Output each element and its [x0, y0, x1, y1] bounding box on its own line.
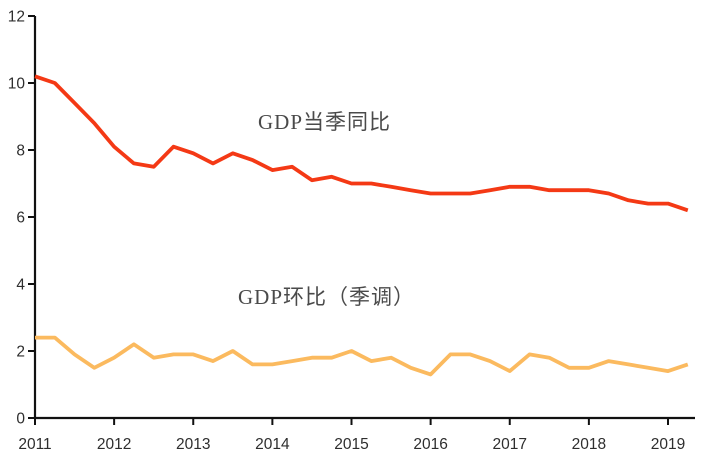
y-tick-label: 4 — [16, 277, 25, 294]
series-label-gdp-qoq: GDP环比（季调） — [238, 285, 416, 309]
y-tick-label: 12 — [8, 9, 25, 26]
x-tick-label: 2019 — [651, 436, 685, 453]
y-tick-label: 2 — [16, 344, 25, 361]
x-tick-label: 2016 — [413, 436, 447, 453]
x-tick-label: 2017 — [493, 436, 527, 453]
x-tick-label: 2015 — [334, 436, 368, 453]
y-tick-label: 8 — [16, 143, 25, 160]
series-line-gdp-yoy — [34, 74, 689, 213]
x-tick-label: 2018 — [572, 436, 606, 453]
y-tick-label: 10 — [8, 76, 26, 93]
x-tick-label: 2011 — [18, 436, 51, 453]
x-tick-label: 2012 — [97, 436, 131, 453]
x-tick-label: 2013 — [176, 436, 210, 453]
series-label-gdp-yoy: GDP当季同比 — [258, 110, 392, 134]
y-tick-label: 0 — [16, 411, 25, 428]
series-line-gdp-qoq — [35, 335, 689, 377]
x-tick-label: 2014 — [255, 436, 290, 453]
y-tick-label: 6 — [16, 210, 25, 227]
